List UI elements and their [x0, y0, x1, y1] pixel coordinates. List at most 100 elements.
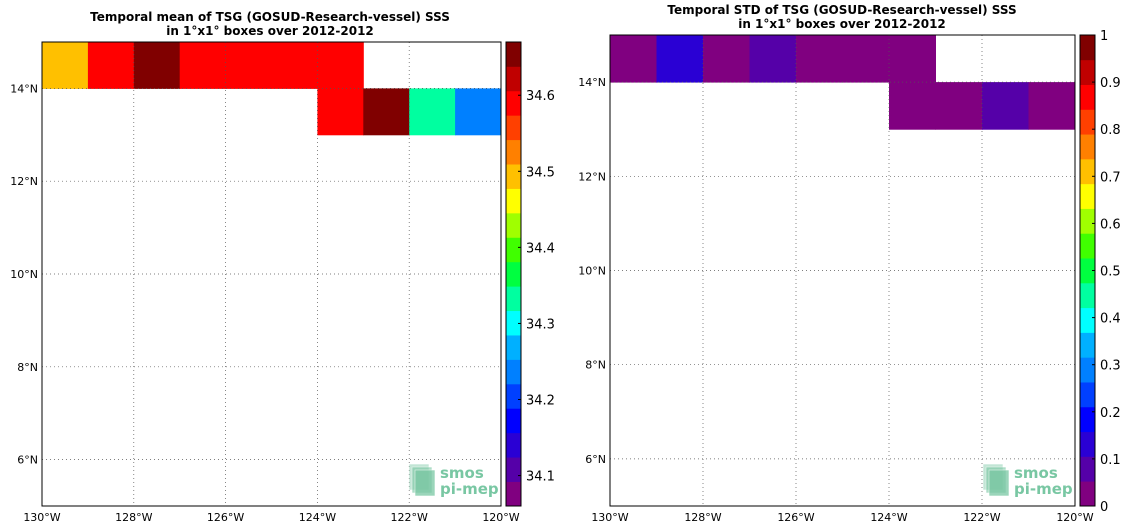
heatmap-cells [42, 42, 502, 136]
heatmap-cell [225, 42, 272, 89]
colorbar-tick-label: 0.8 [1100, 123, 1121, 138]
x-tick-label: 130°W [591, 511, 628, 524]
colorbar-tick-label: 0 [1100, 500, 1108, 515]
colorbar-segment [1080, 282, 1095, 309]
colorbar-tick-label: 0.4 [1100, 312, 1121, 327]
logo-text-pi-mep: pi-mep [1014, 480, 1073, 498]
heatmap-cell [982, 82, 1029, 130]
heatmap-cell [703, 35, 750, 83]
colorbar-segment [506, 164, 521, 189]
colorbar-tick-label: 0.6 [1100, 217, 1121, 232]
colorbar-tick-label: 1 [1100, 29, 1108, 44]
colorbar-segment [506, 66, 521, 92]
chart-title: Temporal STD of TSG (GOSUD-Research-vess… [667, 3, 1016, 17]
heatmap-cell [935, 82, 983, 130]
y-tick-label: 10°N [578, 265, 606, 278]
chart-subtitle: in 1°x1° boxes over 2012-2012 [166, 24, 374, 38]
colorbar-tick-label: 0.7 [1100, 170, 1121, 185]
heatmap-cell [133, 42, 181, 89]
heatmap-cell [455, 88, 502, 136]
heatmap-cell [842, 35, 890, 83]
x-tick-label: 120°W [1056, 511, 1093, 524]
colorbar-segment [506, 90, 521, 116]
colorbar-segment [1080, 134, 1095, 160]
logo-text-smos: smos [1014, 464, 1058, 482]
heatmap-cell [610, 35, 657, 83]
panel-mean: Temporal mean of TSG (GOSUD-Research-ves… [10, 10, 555, 524]
x-tick-label: 124°W [870, 511, 907, 524]
colorbar-tick-label: 0.2 [1100, 406, 1121, 421]
colorbar-segment [506, 212, 521, 238]
heatmap-cell [317, 42, 364, 89]
colorbar-segment [1080, 431, 1095, 457]
colorbar-segment [1080, 84, 1095, 110]
heatmap-cells [610, 35, 1076, 130]
x-tick-label: 130°W [23, 511, 60, 524]
colorbar-segment [506, 457, 521, 482]
colorbar-segment [506, 432, 521, 458]
x-tick-label: 128°W [684, 511, 721, 524]
colorbar-tick-label: 34.6 [526, 89, 555, 104]
colorbar-segment [506, 115, 521, 141]
colorbar-tick-label: 34.4 [526, 241, 555, 256]
x-tick-label: 120°W [482, 511, 519, 524]
x-tick-label: 126°W [777, 511, 814, 524]
colorbar-segment [506, 286, 521, 312]
x-tick-label: 122°W [963, 511, 1000, 524]
colorbar-segment [506, 481, 521, 507]
colorbar-segment [506, 408, 521, 434]
colorbar-segment [506, 383, 521, 409]
y-tick-label: 8°N [585, 359, 606, 372]
colorbar-tick-label: 34.1 [526, 470, 555, 485]
y-tick-label: 12°N [578, 170, 606, 183]
y-tick-labels: 6°N 8°N 10°N 12°N 14°N [10, 82, 38, 466]
y-tick-labels: 6°N 8°N 10°N 12°N 14°N [578, 76, 606, 466]
heatmap-cell [42, 42, 89, 89]
heatmap-cell [363, 88, 410, 136]
y-tick-label: 14°N [578, 76, 606, 89]
colorbar-frame [505, 41, 522, 507]
chart-subtitle: in 1°x1° boxes over 2012-2012 [738, 17, 946, 31]
heatmap-cell [889, 82, 936, 130]
heatmap-cell [179, 42, 227, 89]
x-tick-label: 126°W [207, 511, 244, 524]
colorbar-segment [1080, 332, 1095, 358]
y-tick-label: 8°N [17, 361, 38, 374]
y-tick-label: 12°N [10, 175, 38, 188]
colorbar-segment [1080, 481, 1095, 507]
colorbar-segment [506, 261, 521, 287]
y-tick-label: 6°N [585, 453, 606, 466]
colorbar-tick-label: 34.5 [526, 165, 555, 180]
colorbar-segment [1080, 109, 1095, 135]
colorbar-tick-label: 0.5 [1100, 265, 1121, 280]
colorbar-tick-label: 0.9 [1100, 76, 1121, 91]
logo-mark [988, 469, 1010, 497]
colorbar-tick-label: 34.2 [526, 394, 555, 409]
colorbar-segment [1080, 258, 1095, 284]
x-tick-label: 128°W [115, 511, 152, 524]
colorbar-segment [506, 310, 521, 336]
colorbar-segment [1080, 59, 1095, 85]
x-tick-labels: 130°W 128°W 126°W 124°W 122°W 120°W [591, 511, 1093, 524]
colorbar-segment [1080, 158, 1095, 185]
heatmap-cell [656, 35, 704, 83]
y-tick-label: 10°N [10, 268, 38, 281]
colorbar-segment [1080, 35, 1095, 61]
colorbar-segment [506, 237, 521, 263]
colorbar: 34.1 34.2 34.3 34.4 34.5 34.6 [505, 41, 555, 507]
colorbar-tick-label: 0.3 [1100, 359, 1121, 374]
heatmap-cell [87, 42, 135, 89]
panel-std: Temporal STD of TSG (GOSUD-Research-vess… [578, 3, 1120, 524]
grid-lines [42, 42, 501, 506]
colorbar-tick-label: 34.3 [526, 317, 555, 332]
colorbar-segment [1080, 357, 1095, 383]
colorbar-segment [1080, 208, 1095, 234]
colorbar-segment [1080, 456, 1095, 482]
colorbar-segment [1080, 183, 1095, 209]
logo-text-smos: smos [440, 464, 484, 482]
colorbar-tick-label: 0.1 [1100, 453, 1121, 468]
plot-frame [41, 41, 502, 507]
colorbar-segment [1080, 406, 1095, 433]
